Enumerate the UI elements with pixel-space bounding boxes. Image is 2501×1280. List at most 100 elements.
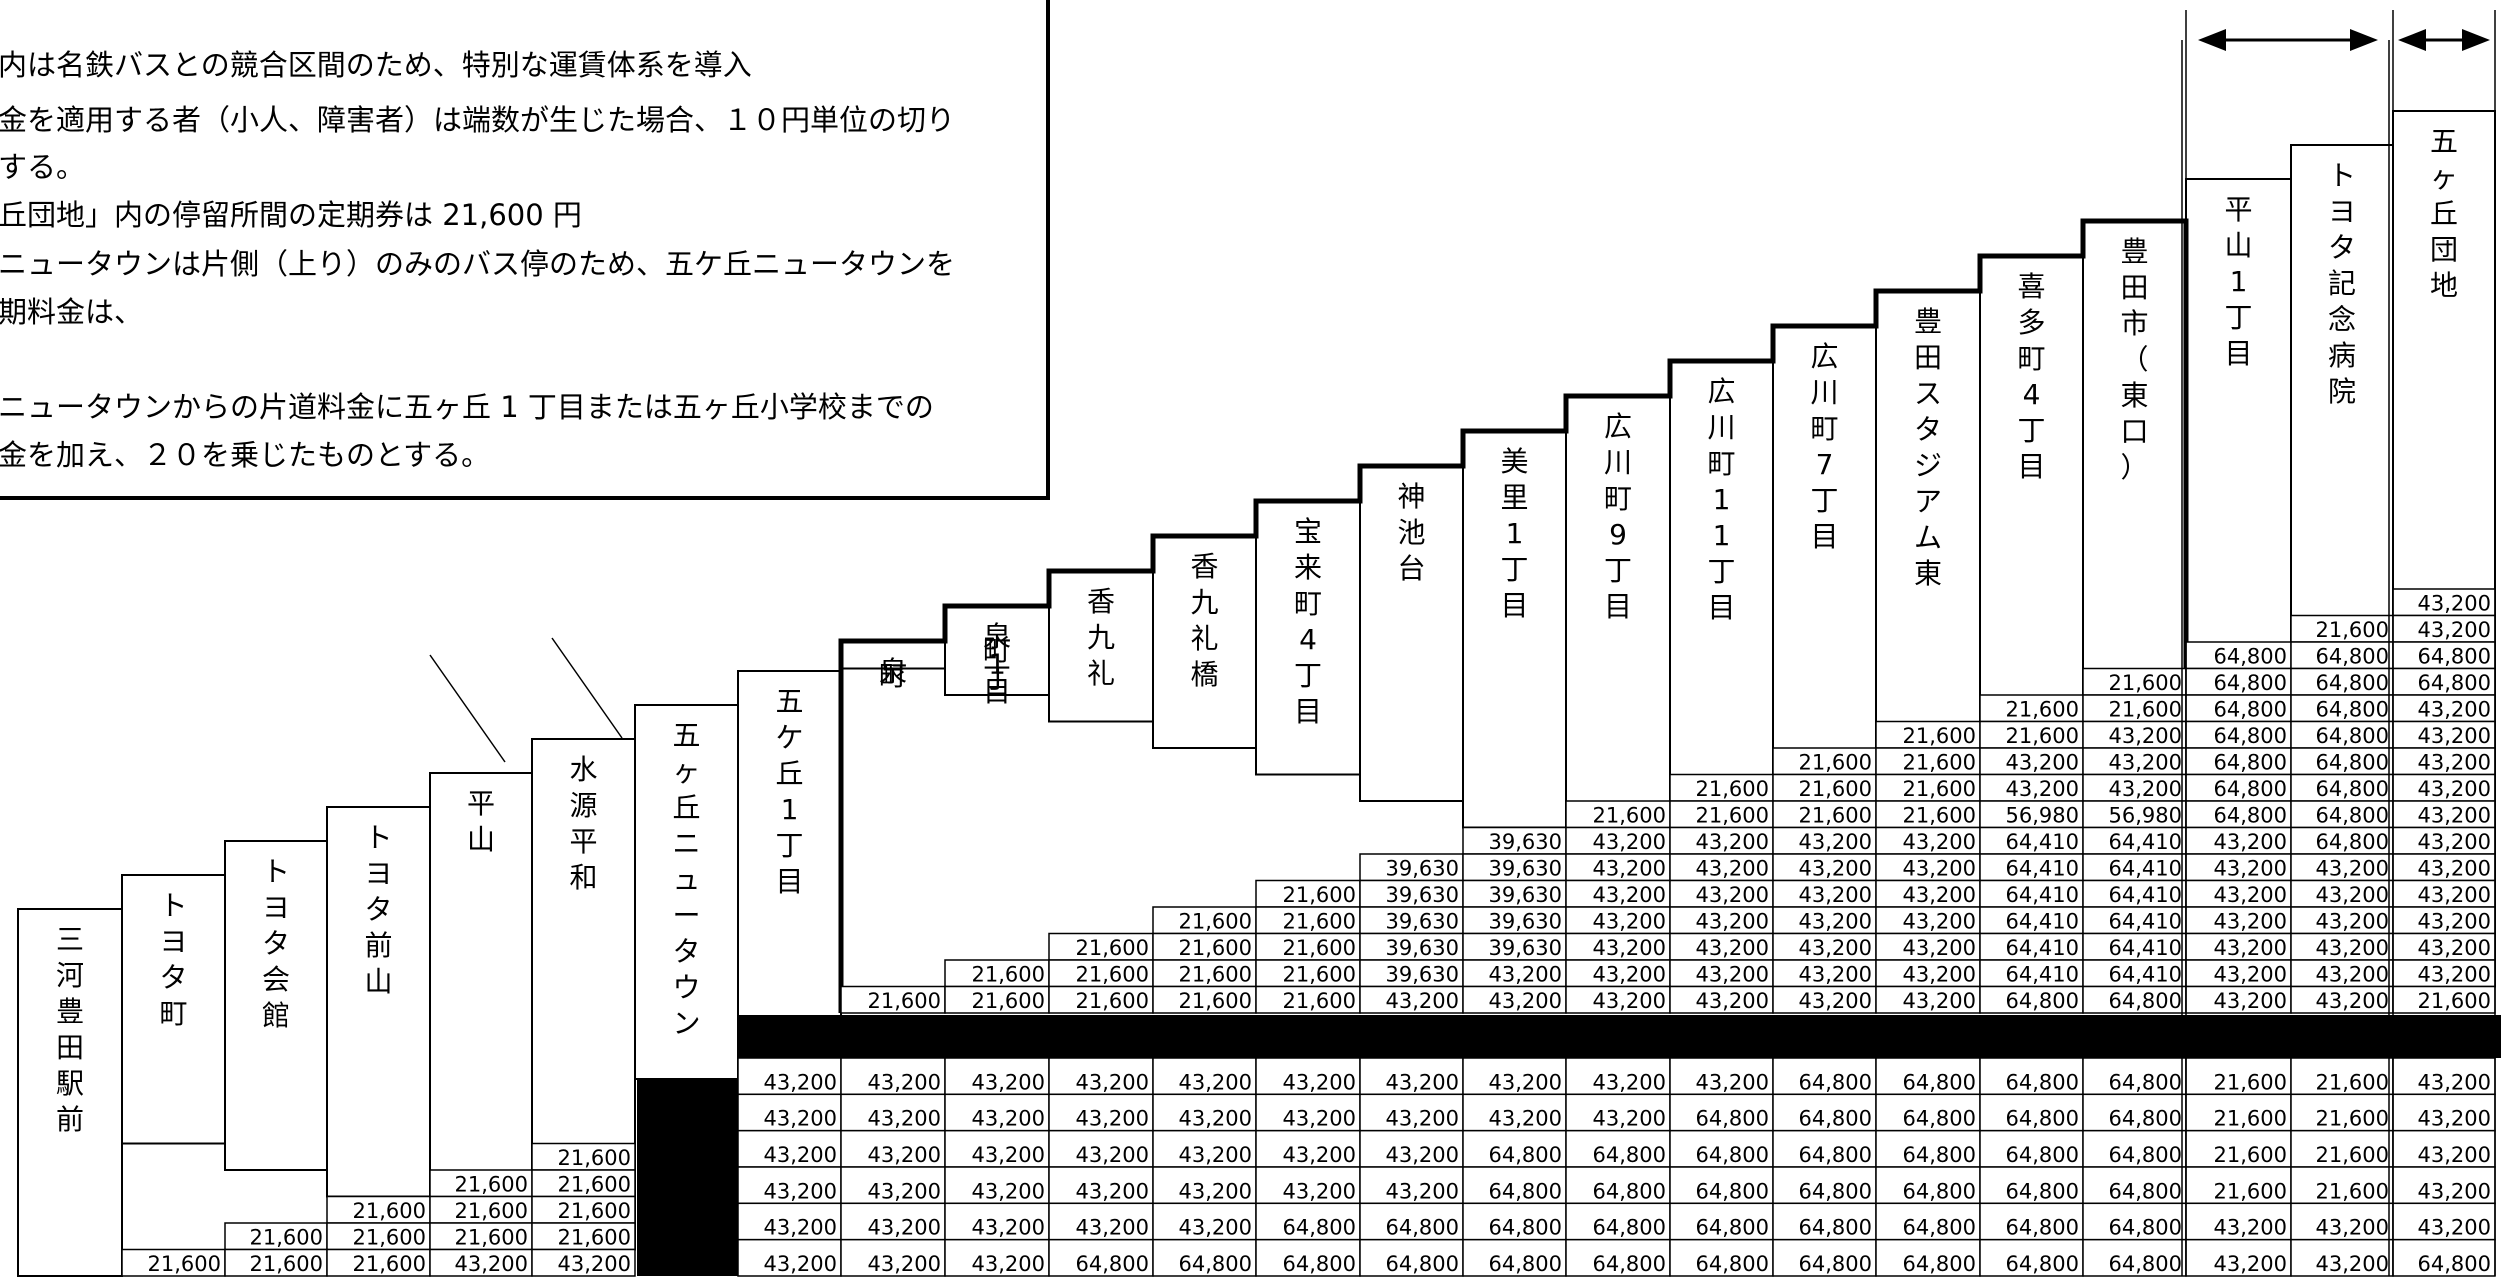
stop-name-char: 山 <box>364 965 392 998</box>
fare-value: 43,200 <box>1489 1107 1562 1131</box>
stop-name-char: 地 <box>2430 269 2458 302</box>
fare-value: 43,200 <box>1799 963 1872 987</box>
stop-name-char: 目 <box>775 865 803 898</box>
fare-cell <box>1669 985 1774 1014</box>
fare-cell <box>1565 879 1671 908</box>
fare-value: 21,600 <box>2214 1070 2287 1094</box>
fare-value: 43,200 <box>972 1252 1045 1276</box>
fare-cell <box>2290 720 2394 749</box>
fare-cell <box>2185 826 2292 855</box>
fare-cell <box>429 1222 533 1251</box>
fare-value: 64,800 <box>2006 1179 2079 1203</box>
fare-value: 21,600 <box>558 1146 631 1170</box>
stop-name-char: 山 <box>2224 229 2252 262</box>
fare-cell <box>2082 879 2187 908</box>
fare-value: 64,800 <box>2316 724 2389 748</box>
fare-value: 43,200 <box>764 1070 837 1094</box>
fare-cell <box>1979 1166 2084 1205</box>
fare-value: 43,200 <box>1593 830 1666 854</box>
stop-name-char: 和 <box>569 861 597 894</box>
fare-value: 43,200 <box>868 1107 941 1131</box>
arrow-head <box>2462 29 2490 51</box>
stop-name-char: 東 <box>1914 557 1942 590</box>
fare-value: 64,800 <box>2006 1070 2079 1094</box>
fare-value: 21,600 <box>2316 1107 2389 1131</box>
stop-name-char: 橋 <box>1190 658 1218 691</box>
stop-name-char: 会 <box>262 963 290 996</box>
fare-cell <box>840 1166 946 1205</box>
stop-name-char: （ <box>2120 343 2148 376</box>
black-band <box>738 1015 2501 1058</box>
fare-value: 21,600 <box>250 1252 323 1276</box>
stop-name-char: 丁 <box>2224 301 2252 334</box>
fare-value: 64,800 <box>1903 1070 1976 1094</box>
fare-cell <box>2290 1202 2394 1241</box>
stop-name-char: 町 <box>1810 412 1838 445</box>
fare-value: 21,600 <box>148 1252 221 1276</box>
fare-cell <box>1462 985 1567 1014</box>
fare-value: 64,800 <box>1903 1216 1976 1240</box>
stop-name-char: 駅 <box>56 1067 84 1100</box>
fare-cell <box>2290 826 2394 855</box>
stop-name-char: 河 <box>56 959 84 992</box>
fare-value: 43,200 <box>868 1070 941 1094</box>
fare-value: 43,200 <box>1179 1216 1252 1240</box>
stop-name-char: 4 <box>1299 623 1317 656</box>
fare-value: 43,200 <box>2316 857 2389 881</box>
stop-name-char: 平 <box>569 825 597 858</box>
fare-value: 21,600 <box>2316 618 2389 642</box>
stop-name-char: 田 <box>56 1031 84 1064</box>
fare-cell <box>1772 853 1877 882</box>
fare-value: 21,600 <box>1076 989 1149 1013</box>
fare-value: 43,200 <box>1903 910 1976 934</box>
stop-label-box <box>1565 395 1671 855</box>
fare-value: 64,800 <box>1489 1143 1562 1167</box>
fare-cell <box>1462 906 1567 935</box>
fare-value: 64,800 <box>1593 1179 1666 1203</box>
stop-name-char: 山 <box>467 823 495 856</box>
stop-name-char: ト <box>159 889 187 922</box>
fare-cell <box>429 1248 533 1277</box>
fare-cell <box>2392 694 2496 723</box>
fare-cell <box>2185 853 2292 882</box>
fare-cell <box>1152 1166 1257 1205</box>
stop-name-char: 源 <box>569 789 597 822</box>
fare-cell <box>2082 1129 2187 1168</box>
fare-cell <box>2290 1057 2394 1096</box>
arrow-head <box>2398 29 2426 51</box>
stop-name-char: 来 <box>1294 551 1322 584</box>
fare-cell <box>840 985 946 1014</box>
fare-value: 43,200 <box>1283 1143 1356 1167</box>
fare-value: 43,200 <box>2316 1252 2389 1276</box>
fare-value: 43,200 <box>1593 857 1666 881</box>
fare-value: 64,800 <box>2316 751 2389 775</box>
fare-value: 64,800 <box>2316 698 2389 722</box>
fare-value: 21,600 <box>353 1252 426 1276</box>
fare-value: 39,630 <box>1489 883 1562 907</box>
fare-cell <box>1359 1129 1464 1168</box>
fare-value: 43,200 <box>2006 751 2079 775</box>
fare-cell <box>1565 1166 1671 1205</box>
fare-value: 21,600 <box>1076 963 1149 987</box>
fare-value: 21,600 <box>558 1226 631 1250</box>
fare-value: 21,600 <box>455 1226 528 1250</box>
fare-value: 43,200 <box>2109 777 2182 801</box>
fare-value: 43,200 <box>1593 1070 1666 1094</box>
fare-value: 43,200 <box>2316 936 2389 960</box>
fare-value: 43,200 <box>2418 1179 2491 1203</box>
fare-value: 64,410 <box>2109 883 2182 907</box>
fare-value: 64,410 <box>2006 857 2079 881</box>
fare-value: 43,200 <box>2214 830 2287 854</box>
fare-value: 21,600 <box>2316 1179 2389 1203</box>
fare-value: 64,800 <box>1696 1107 1769 1131</box>
fare-value: 21,600 <box>1903 724 1976 748</box>
fare-value: 21,600 <box>2006 724 2079 748</box>
fare-value: 43,200 <box>1179 1179 1252 1203</box>
fare-value: 64,800 <box>2006 1252 2079 1276</box>
fare-value: 43,200 <box>1179 1143 1252 1167</box>
fare-value: 39,630 <box>1386 936 1459 960</box>
diagonal-mark <box>551 637 623 739</box>
stop-name-char: 喜 <box>2017 270 2045 303</box>
stop-name-char: ヨ <box>262 891 290 924</box>
fare-value: 64,800 <box>1593 1252 1666 1276</box>
